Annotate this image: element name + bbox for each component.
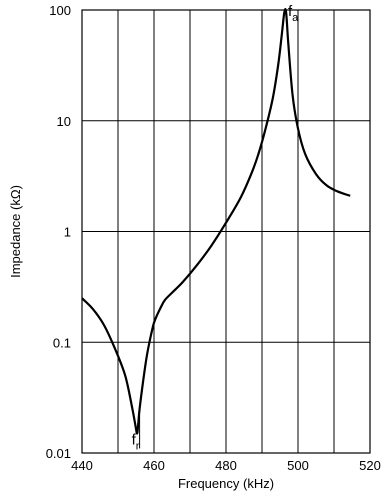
- annotation-label: fa: [288, 3, 299, 24]
- impedance-curve: [81, 8, 351, 435]
- x-tick-label: 520: [359, 458, 381, 473]
- x-tick-label: 460: [143, 458, 165, 473]
- x-tick-label: 480: [215, 458, 237, 473]
- annotation-label: fr: [132, 431, 140, 452]
- x-axis-title: Frequency (kHz): [178, 476, 274, 491]
- annotation-layer: fr fa: [132, 3, 300, 452]
- tick-label-layer: 440 460 480 500 520 0.01 0.1 1 10 100: [46, 3, 381, 473]
- plot-frame: [81, 9, 371, 454]
- y-tick-label: 0.1: [53, 335, 71, 350]
- y-tick-label: 10: [57, 114, 71, 129]
- y-tick-label: 1: [64, 225, 71, 240]
- y-tick-label: 100: [49, 3, 71, 18]
- x-tick-label: 440: [71, 458, 93, 473]
- y-axis-title: Impedance (kΩ): [8, 185, 23, 278]
- x-tick-label: 500: [287, 458, 309, 473]
- grid-layer: [81, 9, 371, 454]
- series-layer: [81, 8, 351, 435]
- y-tick-label: 0.01: [46, 446, 71, 461]
